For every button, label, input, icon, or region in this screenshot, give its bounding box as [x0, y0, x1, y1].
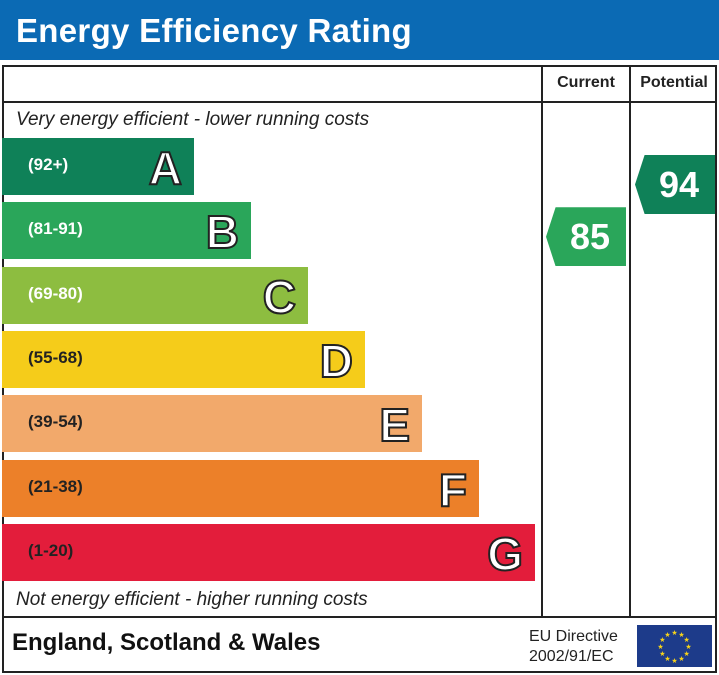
band-range: (55-68) — [28, 347, 83, 367]
band-letter: A — [148, 141, 183, 195]
column-header-current: Current — [557, 74, 615, 91]
star-icon: ★ — [683, 650, 689, 658]
band-letter: G — [486, 527, 524, 581]
potential-rating-arrow: 94 — [635, 155, 715, 214]
band-letter: D — [319, 334, 354, 388]
page-title: Energy Efficiency Rating — [0, 0, 719, 60]
star-icon: ★ — [664, 655, 670, 663]
current-rating-value: 85 — [569, 216, 611, 258]
band-range: (39-54) — [28, 412, 83, 432]
bottom-note: Not energy efficient - higher running co… — [16, 589, 368, 610]
current-rating-arrow: 85 — [546, 207, 626, 267]
divider — [541, 65, 543, 618]
divider — [2, 101, 717, 103]
band-D: (55-68) D — [2, 330, 365, 388]
star-icon: ★ — [659, 636, 665, 644]
band-F: (21-38) F — [2, 459, 479, 517]
band-range: (21-38) — [28, 476, 83, 496]
band-range: (1-20) — [28, 540, 74, 560]
eu-directive: EU Directive 2002/91/EC — [529, 627, 618, 667]
band-E: (39-54) E — [2, 395, 422, 453]
star-icon: ★ — [671, 629, 677, 637]
column-header-potential: Potential — [640, 74, 708, 91]
divider — [2, 616, 717, 618]
band-A: (92+) A — [2, 138, 194, 195]
star-icon: ★ — [683, 636, 689, 644]
band-B: (81-91) B — [2, 202, 251, 260]
directive-line1: EU Directive — [529, 628, 618, 645]
divider — [629, 65, 631, 618]
star-icon: ★ — [671, 657, 677, 665]
band-letter: F — [438, 463, 468, 517]
star-icon: ★ — [664, 631, 670, 639]
top-note: Very energy efficient - lower running co… — [16, 109, 370, 130]
star-icon: ★ — [685, 643, 691, 651]
potential-rating-value: 94 — [658, 164, 700, 205]
star-icon: ★ — [659, 650, 665, 658]
band-range: (92+) — [28, 155, 69, 174]
star-icon: ★ — [657, 643, 663, 651]
band-letter: C — [262, 270, 297, 324]
star-icon: ★ — [678, 655, 684, 663]
band-G: (1-20) G — [2, 523, 535, 581]
band-letter: B — [205, 205, 240, 259]
footer-region: England, Scotland & Wales — [12, 629, 321, 656]
band-range: (81-91) — [28, 219, 83, 239]
directive-line2: 2002/91/EC — [529, 648, 614, 665]
band-C: (69-80) C — [2, 266, 308, 324]
star-icon: ★ — [678, 631, 684, 639]
band-range: (69-80) — [28, 283, 83, 303]
band-letter: E — [378, 398, 411, 452]
eu-flag-icon: ★ ★ ★ ★ ★ ★ ★ ★ ★ ★ ★ ★ — [637, 625, 712, 667]
